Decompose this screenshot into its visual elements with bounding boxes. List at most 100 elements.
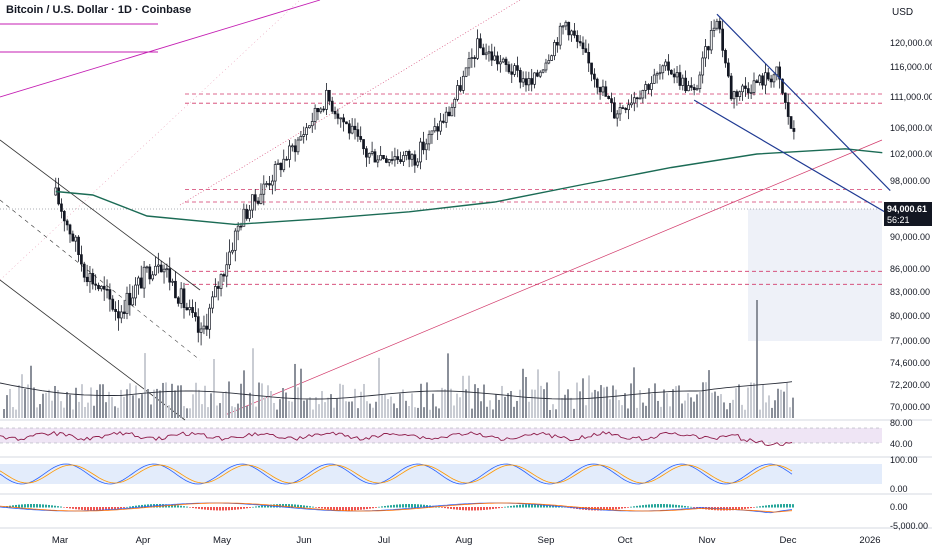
volume-bar (15, 409, 17, 418)
candle-body (376, 159, 380, 163)
indicator-tick-label: 0.00 (890, 502, 908, 512)
macd-histogram-bar (621, 507, 623, 509)
macd-histogram-bar (447, 507, 449, 509)
candle-body (453, 98, 457, 108)
volume-bar (711, 392, 713, 418)
candle-body (370, 151, 374, 154)
last-price-value: 94,000.61 (887, 204, 927, 214)
candle-body (584, 48, 588, 53)
candle-body (496, 55, 499, 65)
candle-body (707, 46, 710, 51)
volume-bar (357, 408, 359, 418)
candle-body (299, 135, 303, 141)
volume-bar (264, 397, 266, 418)
volume-bar (591, 392, 593, 418)
candle-body (82, 263, 86, 278)
candle-body (621, 107, 625, 109)
candle-body (413, 154, 417, 166)
macd-histogram-bar (57, 506, 59, 508)
macd-histogram-bar (123, 507, 125, 508)
candle-body (464, 67, 468, 77)
volume-bar (174, 390, 176, 418)
macd-histogram-bar (372, 507, 374, 509)
candle-body (239, 225, 243, 228)
volume-bar (612, 385, 614, 418)
candle-body (761, 75, 764, 86)
currency-label[interactable]: USD (892, 7, 914, 18)
macd-histogram-bar (732, 507, 734, 511)
volume-bar (210, 393, 212, 418)
candle-body (766, 72, 770, 80)
macd-histogram-bar (105, 507, 107, 511)
candle-body (655, 73, 659, 76)
candle-body (145, 266, 149, 269)
candle-body (208, 307, 211, 330)
macd-histogram-bar (183, 506, 185, 508)
candle-body (99, 285, 103, 290)
volume-bar (654, 383, 656, 418)
volume-bar (519, 389, 521, 418)
volume-bar (462, 375, 464, 418)
macd-histogram-bar (399, 504, 401, 508)
volume-bar (231, 406, 233, 418)
macd-histogram-bar (684, 505, 686, 508)
candle-body (769, 78, 773, 83)
candle-body (262, 183, 266, 195)
candle-body (168, 268, 172, 283)
candle-body (319, 108, 323, 113)
volume-bar (444, 389, 446, 418)
macd-histogram-bar (186, 506, 188, 508)
macd-histogram-bar (234, 507, 236, 510)
volume-bar (600, 385, 602, 418)
candle-body (356, 129, 360, 137)
candle-body (783, 92, 787, 103)
candle-body (504, 58, 508, 65)
candle-body (288, 145, 291, 160)
candle-body (704, 46, 707, 59)
macd-histogram-bar (507, 506, 509, 508)
candle-body (68, 224, 72, 235)
volume-bar (735, 388, 737, 418)
candle-body (436, 126, 439, 132)
macd-histogram-bar (300, 505, 302, 508)
macd-histogram-bar (177, 505, 179, 508)
macd-histogram-bar (306, 505, 308, 508)
candle-body (276, 162, 280, 165)
candle-body (365, 148, 368, 158)
volume-bar (693, 401, 695, 418)
volume-bar (45, 392, 47, 418)
candle-body (484, 52, 488, 56)
macd-histogram-bar (204, 507, 206, 510)
volume-bar (480, 401, 482, 418)
candle-body (342, 117, 345, 123)
volume-bar (216, 405, 218, 418)
macd-histogram-bar (216, 507, 218, 511)
candle-body (97, 284, 100, 290)
macd-histogram-bar (264, 505, 266, 508)
macd-histogram-bar (438, 506, 440, 508)
volume-bar (99, 384, 101, 418)
candle-body (159, 264, 163, 273)
volume-bar (345, 401, 347, 418)
candle-body (521, 78, 525, 83)
volume-bar (405, 400, 407, 418)
macd-histogram-bar (636, 505, 638, 508)
volume-bar (579, 391, 581, 418)
volume-bar (252, 348, 254, 418)
moving-average-line (55, 148, 883, 226)
macd-histogram-bar (297, 504, 299, 508)
candle-body (111, 298, 115, 310)
macd-histogram-bar (318, 507, 320, 509)
candle-body (362, 139, 365, 150)
macd-histogram-bar (213, 507, 215, 511)
candle-body (627, 104, 630, 111)
macd-histogram-bar (747, 507, 749, 509)
volume-bar (195, 382, 197, 418)
volume-bar (789, 407, 791, 418)
macd-histogram-bar (294, 504, 296, 508)
candle-body (253, 194, 257, 202)
macd-histogram-bar (744, 507, 746, 509)
volume-bar (540, 385, 542, 418)
volume-bar (390, 396, 392, 418)
volume-bar (663, 389, 665, 418)
